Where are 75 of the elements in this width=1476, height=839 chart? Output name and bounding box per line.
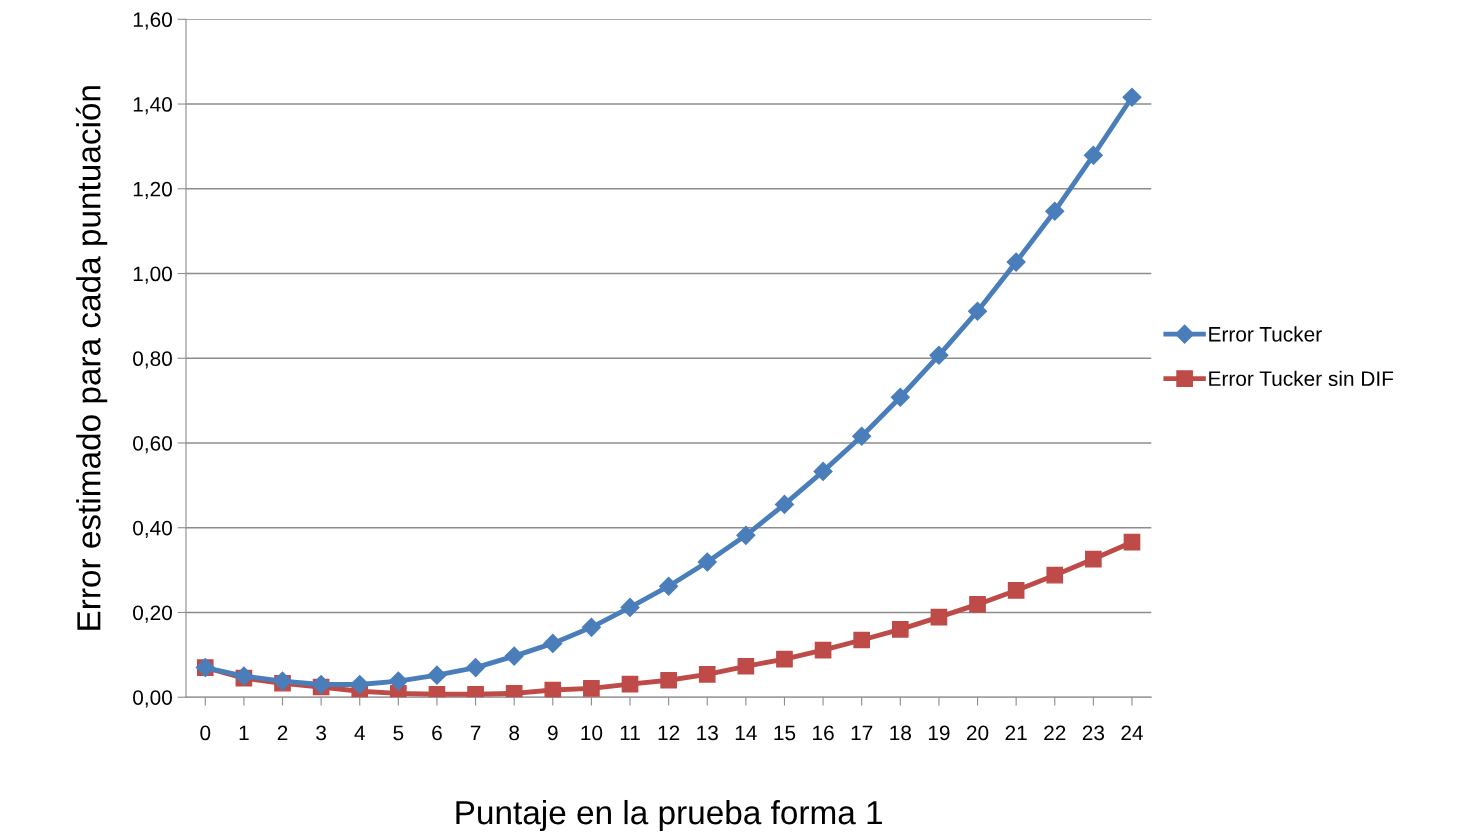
y-tick-label: 0,60 [133, 435, 172, 454]
point [350, 674, 370, 695]
point [583, 679, 600, 697]
x-tick-label: 7 [470, 725, 481, 741]
point [1085, 550, 1102, 568]
point [621, 675, 639, 693]
point [929, 345, 949, 365]
point [891, 621, 909, 638]
x-tick-label: 6 [432, 725, 442, 741]
x-tick-label: 10 [581, 725, 603, 741]
legend-label: Error Tucker [1209, 326, 1322, 342]
point [930, 608, 948, 626]
x-tick-label: 24 [1121, 725, 1143, 741]
x-tick-label: 2 [277, 725, 288, 741]
x-tick-label: 0 [200, 725, 211, 741]
point [581, 617, 601, 637]
point [853, 631, 871, 649]
x-tick-label: 16 [813, 725, 834, 741]
y-tick-label: 0,20 [133, 605, 172, 623]
point [388, 671, 408, 691]
y-tick-label: 1,20 [133, 181, 172, 199]
point [774, 494, 794, 514]
point [1122, 87, 1142, 107]
legend-label: Error Tucker sin DIF [1209, 370, 1394, 387]
x-axis-title: Puntaje en la prueba forma 1 [456, 799, 882, 832]
x-tick-label: 21 [1005, 725, 1027, 741]
point [659, 576, 679, 596]
x-tick-label: 5 [393, 725, 404, 741]
point [776, 650, 793, 668]
x-tick-label: 9 [547, 725, 558, 741]
point [1006, 252, 1026, 272]
y-tick-label: 1,40 [133, 97, 172, 115]
point [544, 681, 562, 698]
point [660, 671, 677, 689]
x-tick-label: 11 [620, 725, 640, 741]
point [1123, 533, 1141, 551]
point [504, 646, 524, 666]
point [427, 665, 447, 685]
y-tick-label: 1,60 [133, 12, 172, 30]
x-tick-label: 3 [316, 725, 326, 741]
y-tick-label: 0,40 [133, 520, 172, 538]
x-tick-label: 4 [354, 725, 365, 741]
x-tick-label: 13 [697, 725, 718, 741]
y-axis-title: Error estimado para cada puntuación [75, 86, 108, 630]
point [1046, 566, 1064, 584]
x-tick-label: 19 [928, 725, 950, 741]
x-tick-label: 1 [239, 725, 249, 741]
x-tick-label: 14 [735, 725, 757, 741]
point [620, 597, 640, 617]
point [814, 641, 832, 659]
x-tick-label: 15 [774, 725, 796, 741]
point [737, 657, 755, 675]
x-tick-label: 8 [509, 725, 520, 741]
y-tick-label: 1,00 [133, 266, 172, 284]
point [813, 461, 833, 481]
x-tick-label: 23 [1082, 725, 1105, 741]
x-tick-label: 17 [851, 725, 873, 741]
point [466, 658, 486, 678]
point [736, 525, 756, 545]
x-tick-label: 18 [890, 725, 911, 741]
point [698, 665, 716, 683]
point [1007, 582, 1025, 599]
point [697, 552, 717, 572]
point [543, 633, 563, 653]
x-tick-label: 12 [658, 725, 680, 741]
point [967, 301, 988, 321]
y-tick-label: 0,00 [133, 690, 172, 708]
point [1083, 145, 1103, 165]
x-tick-label: 22 [1044, 725, 1066, 741]
point [1045, 201, 1065, 221]
y-tick-label: 0,80 [133, 351, 172, 369]
point [890, 387, 910, 407]
x-tick-label: 20 [966, 725, 989, 741]
point [852, 426, 872, 446]
point [969, 596, 986, 613]
